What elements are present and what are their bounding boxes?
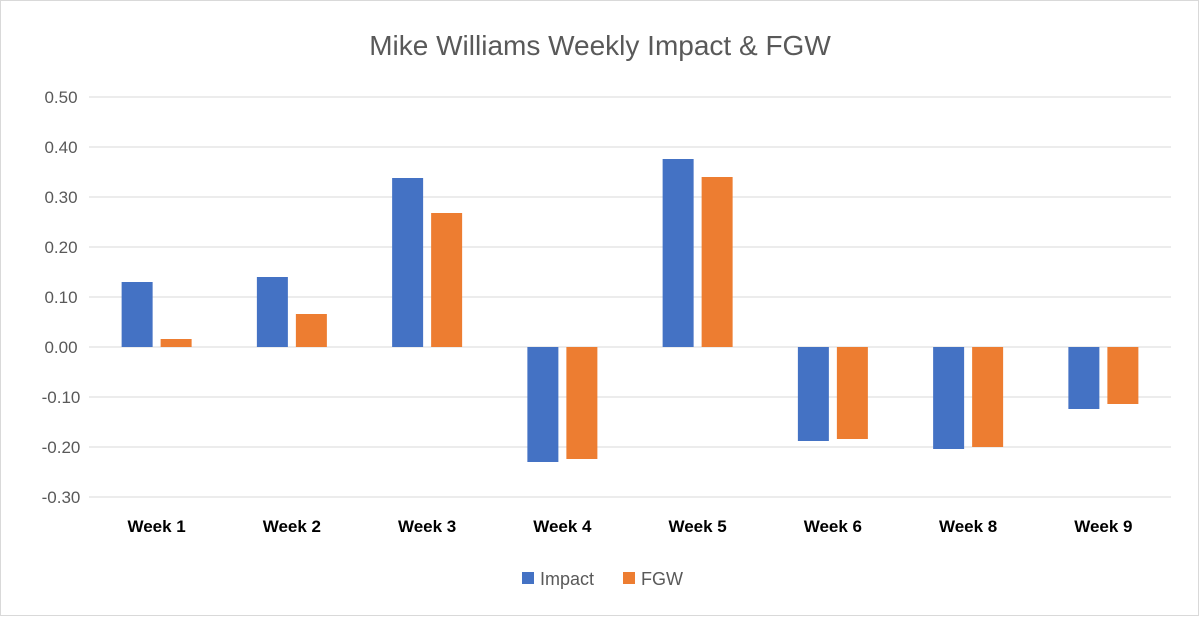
x-tick-label: Week 6 (804, 517, 862, 536)
x-tick-label: Week 2 (263, 517, 321, 536)
x-tick-label: Week 5 (668, 517, 726, 536)
bar-fgw-week-8 (972, 347, 1004, 447)
bar-impact-week-9 (1068, 347, 1100, 409)
y-tick-label: -0.10 (42, 388, 81, 407)
x-tick-label: Week 9 (1074, 517, 1132, 536)
bar-impact-week-2 (256, 277, 288, 347)
bar-impact-week-3 (392, 178, 424, 347)
x-tick-label: Week 3 (398, 517, 456, 536)
x-tick-label: Week 1 (127, 517, 185, 536)
bar-fgw-week-3 (431, 213, 463, 347)
bar-fgw-week-5 (701, 177, 733, 347)
legend-label-fgw: FGW (641, 569, 683, 589)
bar-fgw-week-6 (836, 347, 868, 439)
y-tick-label: -0.20 (42, 438, 81, 457)
bar-fgw-week-1 (160, 339, 192, 347)
bar-impact-week-4 (527, 347, 559, 462)
legend: Impact FGW (522, 569, 683, 589)
bar-impact-week-8 (933, 347, 965, 449)
legend-swatch-fgw (623, 572, 635, 584)
gridlines (89, 96, 1171, 498)
bars (121, 159, 1139, 462)
y-tick-label: -0.30 (42, 488, 81, 507)
y-tick-label: 0.10 (44, 288, 77, 307)
bar-impact-week-5 (662, 159, 694, 347)
bar-impact-week-6 (797, 347, 829, 441)
chart-title: Mike Williams Weekly Impact & FGW (369, 30, 831, 61)
y-tick-label: 0.20 (44, 238, 77, 257)
x-tick-label: Week 4 (533, 517, 592, 536)
legend-swatch-impact (522, 572, 534, 584)
legend-label-impact: Impact (540, 569, 594, 589)
y-tick-label: 0.00 (44, 338, 77, 357)
y-tick-label: 0.40 (44, 138, 77, 157)
x-tick-label: Week 8 (939, 517, 997, 536)
y-tick-label: 0.50 (44, 88, 77, 107)
x-axis-ticks: Week 1 Week 2 Week 3 Week 4 Week 5 Week 6 Week… (127, 517, 1132, 536)
bar-fgw-week-9 (1107, 347, 1139, 404)
bar-fgw-week-2 (295, 314, 327, 347)
bar-fgw-week-4 (566, 347, 598, 459)
bar-impact-week-1 (121, 282, 153, 347)
y-tick-label: 0.30 (44, 188, 77, 207)
y-axis-ticks: 0.50 0.40 0.30 0.20 0.10 0.00 -0.10 -0.20 -0.30 (42, 88, 81, 507)
